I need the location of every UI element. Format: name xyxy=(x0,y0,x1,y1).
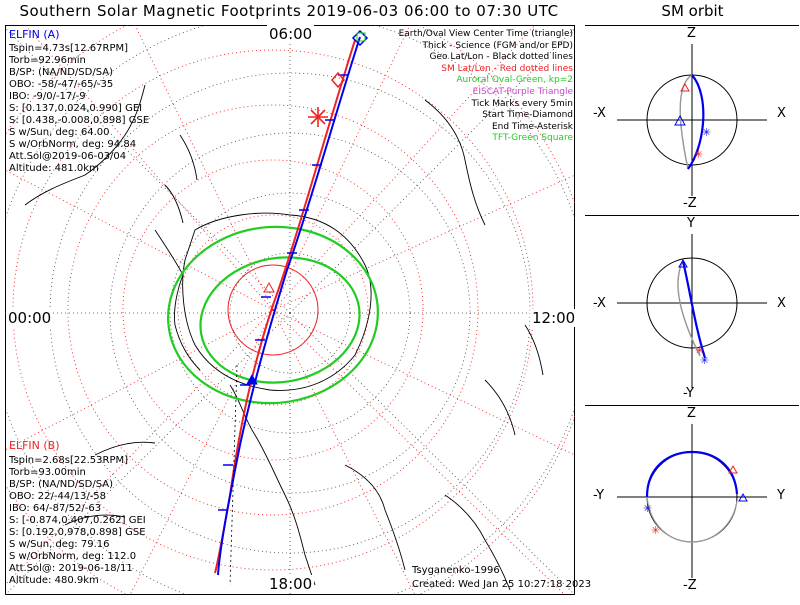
legend-item: TFT-Green Square xyxy=(492,133,573,144)
elfin-a-info-line: Tspin=4.73s[12.67RPM] xyxy=(9,43,129,54)
svg-text:✳: ✳ xyxy=(695,344,704,357)
elfin-b-info-line: Torb=93.00min xyxy=(9,467,86,478)
sm-orbit-title: SM orbit xyxy=(661,2,724,20)
legend-item: End Time-Asterisk xyxy=(491,121,573,132)
clock-label-bottom: 18:00 xyxy=(267,575,315,593)
elfin-a-info-line: Att.Sol@2019-06-03/04 xyxy=(9,151,127,162)
elfin-b-view-center-triangle xyxy=(263,281,275,293)
sm-panel-xz: ✳ ✳ Z -Z -X X xyxy=(585,25,799,214)
sm-pole-circle xyxy=(227,264,319,356)
tft-green-square xyxy=(356,32,366,42)
legend-item: Tick Marks every 5min xyxy=(471,98,573,109)
elfin-b-info-line: Att.Sol@: 2019-06-18/11 xyxy=(9,563,133,574)
coastlines xyxy=(24,84,544,591)
sm-xz-bottom: -Z xyxy=(683,196,697,211)
sm-panel-yz: ✳ ✳ Z -Z -Y Y xyxy=(585,405,799,601)
legend-item: Thick - Science (FGM and/or EPD) xyxy=(422,40,573,51)
legend-item: Earth/Oval View Center Time (triangle) xyxy=(398,29,573,39)
svg-text:✳: ✳ xyxy=(651,524,660,537)
page-title: Southern Solar Magnetic Footprints 2019-… xyxy=(19,2,559,20)
sm-xy-right: X xyxy=(777,296,786,311)
legend-item: EISCAT-Purple Triangle xyxy=(472,86,573,97)
elfin-a-info: Tspin=4.73s[12.67RPM] Torb=92.96min B/SP: … xyxy=(9,43,149,175)
eiscat-boundary xyxy=(229,364,238,586)
elfin-b-end-asterisk xyxy=(308,107,328,127)
sm-yz-right: Y xyxy=(777,488,785,503)
elfin-b-info-line: S w/OrbNorm, deg: 112.0 xyxy=(9,551,137,562)
elfin-a-info-line: S w/OrbNorm, deg: 94.84 xyxy=(9,139,137,150)
legend-item: Auroral Oval-Green, kp=2 xyxy=(456,75,573,86)
elfin-a-info-line: B/SP: (NA/ND/SD/SA) xyxy=(9,67,113,78)
elfin-b-info: Tspin=2.68s[22.53RPM] Torb=93.00min B/SP: … xyxy=(9,455,146,587)
svg-text:✳: ✳ xyxy=(700,354,709,367)
auroral-oval-outer xyxy=(167,225,379,405)
sm-yz-left: -Y xyxy=(593,488,605,503)
elfin-a-name: ELFIN (A) xyxy=(9,28,60,41)
elfin-a-info-line: S: [0.438,-0.008,0.898] GSE xyxy=(9,115,150,126)
elfin-b-info-line: Tspin=2.68s[22.53RPM] xyxy=(9,455,129,466)
sm-yz-top: Z xyxy=(687,406,696,421)
svg-text:✳: ✳ xyxy=(643,502,652,515)
legend: Earth/Oval View Center Time (triangle) Th… xyxy=(399,29,573,145)
sm-xy-top: Y xyxy=(687,216,695,231)
sm-xz-left: -X xyxy=(593,106,606,121)
elfin-b-info-line: S: [-0.874,0.407,0.262] GEI xyxy=(9,515,146,526)
elfin-a-info-line: IBO: -9/0/-17/-9 xyxy=(9,91,86,102)
sm-xz-right: X xyxy=(777,106,786,121)
elfin-a-info-line: Altitude: 481.0km xyxy=(9,163,99,174)
sm-xy-left: -X xyxy=(593,296,606,311)
clock-label-right: 12:00 xyxy=(530,309,578,327)
elfin-a-track xyxy=(217,36,361,576)
legend-item: Geo Lat/Lon - Black dotted lines xyxy=(429,52,573,63)
elfin-a-info-line: S w/Sun, deg: 64.00 xyxy=(9,127,110,138)
geo-longitude-lines xyxy=(5,25,575,595)
elfin-b-info-line: Altitude: 480.9km xyxy=(9,575,99,586)
elfin-b-info-line: S w/Sun, deg: 79.16 xyxy=(9,539,110,550)
elfin-b-name: ELFIN (B) xyxy=(9,439,60,452)
elfin-a-info-line: S: [0.137,0.024,0.990] GEI xyxy=(9,103,143,114)
auroral-oval-inner xyxy=(199,256,361,384)
elfin-a-info-line: Torb=92.96min xyxy=(9,55,86,66)
clock-label-top: 06:00 xyxy=(267,25,315,43)
created-text: Created: Wed Jan 25 10:27:18 2023 xyxy=(412,579,592,590)
svg-text:✳: ✳ xyxy=(702,126,711,139)
legend-item: Start Time-Diamond xyxy=(482,110,573,121)
elfin-a-info-line: OBO: -58/-47/-65/-35 xyxy=(9,79,114,90)
elfin-b-info-line: B/SP: (NA/ND/SD/SA) xyxy=(9,479,113,490)
sm-xz-top: Z xyxy=(687,26,696,41)
sm-panel-xy: ✳ ✳ Y -Y -X X xyxy=(585,215,799,406)
elfin-b-info-line: OBO: 22/-44/13/-58 xyxy=(9,491,107,502)
clock-label-left: 00:00 xyxy=(6,309,54,327)
legend-item: SM Lat/Lon - Red dotted lines xyxy=(441,63,573,74)
elfin-a-view-center-triangle xyxy=(246,373,258,385)
elfin-b-info-line: S: [0.192,0.978,0.898] GSE xyxy=(9,527,146,538)
elfin-b-info-line: IBO: 64/-87/52/-63 xyxy=(9,503,102,514)
sm-yz-bottom: -Z xyxy=(683,578,697,593)
credit-text: Tsyganenko-1996 xyxy=(412,565,500,576)
polar-footprint-map xyxy=(5,25,575,595)
svg-text:✳: ✳ xyxy=(694,148,703,161)
sm-xy-bottom: -Y xyxy=(683,386,695,401)
elfin-b-start-diamond xyxy=(331,71,345,89)
